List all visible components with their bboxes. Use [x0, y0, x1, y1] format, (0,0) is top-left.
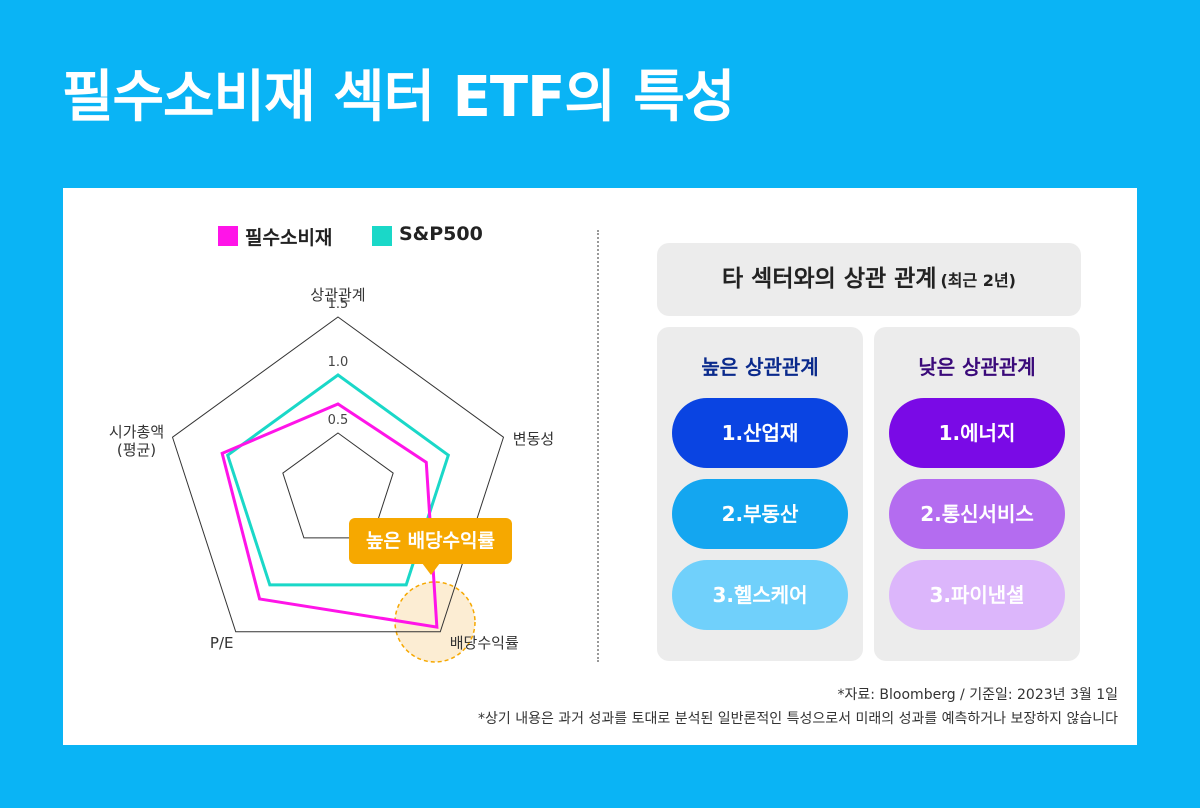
legend-label: 필수소비재	[245, 227, 333, 249]
footnote: *자료: Bloomberg / 기준일: 2023년 3월 1일	[837, 687, 1119, 703]
highlight-circle	[394, 581, 476, 663]
column-heading: 높은 상관관계	[701, 355, 819, 379]
r-tick-label: 1.5	[328, 297, 349, 312]
column-heading: 낮은 상관관계	[918, 355, 1036, 379]
sector-pill: 2.통신서비스	[889, 479, 1065, 549]
sector-pill: 1.에너지	[889, 398, 1065, 468]
sector-pill: 2.부동산	[672, 479, 848, 549]
footnote: *상기 내용은 과거 성과를 토대로 분석된 일반론적인 특성으로서 미래의 성…	[478, 711, 1118, 727]
page-title: 필수소비재 섹터 ETF의 특성	[62, 65, 735, 130]
high-column: 높은 상관관계 1.산업재 2.부동산 3.헬스케어	[657, 327, 863, 661]
axis-label: 시가총액 (평균)	[108, 423, 165, 460]
divider	[597, 230, 599, 662]
axis-label: P/E	[209, 633, 234, 652]
axis-label: 상관관계	[310, 286, 366, 304]
grid-pentagon	[282, 432, 394, 539]
legend-swatch	[218, 226, 238, 246]
correlation-title: 타 섹터와의 상관 관계	[722, 266, 937, 292]
legend-label: S&P500	[399, 223, 483, 245]
low-column: 낮은 상관관계 1.에너지 2.통신서비스 3.파이낸셜	[874, 327, 1080, 661]
series-polygon	[220, 402, 439, 629]
r-tick-label: 1.0	[328, 355, 349, 370]
annotation: 높은 배당수익률	[349, 518, 512, 564]
legend-swatch	[372, 226, 392, 246]
annotation-pointer	[422, 563, 440, 575]
axis-label: 배당수익률	[449, 633, 519, 652]
sector-pill: 1.산업재	[672, 398, 848, 468]
correlation-period: (최근 2년)	[940, 271, 1016, 290]
r-tick-label: 0.5	[328, 413, 349, 428]
axis-label: 변동성	[512, 430, 555, 449]
sector-pill: 3.파이낸셜	[889, 560, 1065, 630]
correlation-header: 타 섹터와의 상관 관계 (최근 2년)	[657, 243, 1081, 316]
grid-pentagon	[171, 316, 505, 633]
sector-pill: 3.헬스케어	[672, 560, 848, 630]
